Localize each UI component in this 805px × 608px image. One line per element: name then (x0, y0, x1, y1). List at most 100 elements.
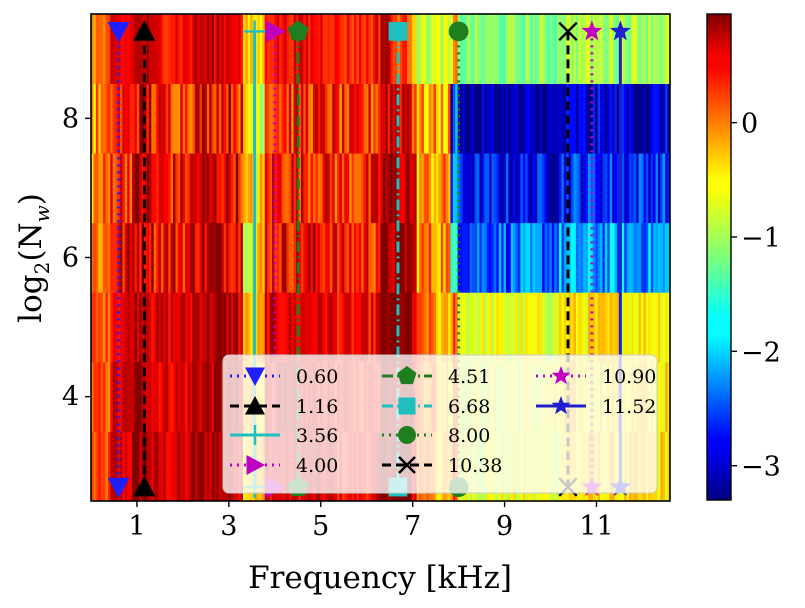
heatmap-cell (91, 292, 95, 363)
heatmap-cell (614, 292, 618, 363)
heatmap-cell (563, 153, 567, 224)
heatmap-cell (583, 153, 587, 224)
heatmap-cell (132, 431, 136, 501)
heatmap-cell (375, 153, 379, 224)
heatmap-cell (431, 222, 435, 293)
heatmap-cell (291, 14, 295, 84)
heatmap-cell (93, 83, 97, 154)
heatmap-cell (139, 153, 143, 224)
heatmap-cell (284, 222, 288, 293)
heatmap-cell (612, 292, 616, 363)
heatmap-cell (257, 222, 261, 293)
heatmap-cell (264, 292, 268, 363)
heatmap-cell (168, 83, 172, 154)
heatmap-cell (368, 83, 372, 154)
series-marker-top-10.90 (581, 20, 603, 41)
heatmap-cell (216, 431, 220, 501)
heatmap-cell (568, 83, 572, 154)
heatmap-cell (426, 153, 430, 224)
heatmap-cell (440, 292, 444, 363)
heatmap-cell (472, 83, 476, 154)
heatmap-cell (397, 14, 401, 84)
heatmap-cell (122, 14, 126, 84)
heatmap-cell (115, 431, 119, 501)
heatmap-cell (103, 292, 107, 363)
heatmap-cell (370, 83, 374, 154)
heatmap-cell (356, 222, 360, 293)
legend-marker-0.60 (245, 367, 265, 386)
heatmap-cell (489, 222, 493, 293)
heatmap-cell (414, 153, 418, 224)
heatmap-cell (173, 431, 177, 501)
y-tick-label: 8 (62, 103, 79, 134)
heatmap-cell (474, 222, 478, 293)
heatmap-cell (667, 222, 670, 293)
heatmap-cell (657, 153, 661, 224)
heatmap-cell (537, 292, 541, 363)
heatmap-cell (230, 14, 234, 84)
heatmap-cell (291, 153, 295, 224)
heatmap-cell (233, 292, 237, 363)
heatmap-cell (148, 292, 152, 363)
heatmap-cell (631, 153, 635, 224)
series-marker-top-4.00 (265, 20, 286, 43)
heatmap-cell (382, 222, 386, 293)
heatmap-cell (173, 153, 177, 224)
heatmap-cell (271, 222, 275, 293)
heatmap-cell (322, 83, 326, 154)
heatmap-cell (551, 222, 555, 293)
heatmap-cell (153, 83, 157, 154)
heatmap-cell (349, 83, 353, 154)
heatmap-cell (175, 83, 179, 154)
heatmap-cell (325, 83, 329, 154)
heatmap-cell (498, 153, 502, 224)
heatmap-cell (337, 222, 341, 293)
heatmap-cell (604, 153, 608, 224)
heatmap-cell (124, 222, 128, 293)
heatmap-cell (112, 14, 116, 84)
heatmap-cell (281, 153, 285, 224)
heatmap-cell (93, 361, 97, 432)
heatmap-cell (276, 83, 280, 154)
heatmap-cell (660, 361, 664, 432)
heatmap-cell (600, 153, 604, 224)
heatmap-cell (411, 292, 415, 363)
heatmap-cell (238, 222, 242, 293)
heatmap-cell (587, 153, 591, 224)
heatmap-cell (657, 292, 661, 363)
heatmap-cell (592, 222, 596, 293)
heatmap-cell (445, 83, 449, 154)
heatmap-cell (189, 83, 193, 154)
legend-label-3.56: 3.56 (296, 425, 338, 447)
heatmap-cell (341, 83, 345, 154)
heatmap-cell (428, 222, 432, 293)
heatmap-cell (411, 153, 415, 224)
heatmap-cell (573, 14, 577, 84)
heatmap-cell (168, 14, 172, 84)
heatmap-cell (332, 83, 336, 154)
legend-marker-4.51 (397, 366, 417, 385)
heatmap-cell (462, 222, 466, 293)
colorbar-tick-label: −2 (741, 337, 781, 368)
heatmap-cell (385, 153, 389, 224)
legend-label-0.60: 0.60 (296, 366, 338, 388)
heatmap-cell (194, 83, 198, 154)
heatmap-cell (293, 153, 297, 224)
heatmap-cell (600, 292, 604, 363)
heatmap-cell (259, 222, 263, 293)
heatmap-cell (238, 83, 242, 154)
heatmap-cell (134, 83, 138, 154)
heatmap-cell (197, 14, 201, 84)
heatmap-cell (110, 153, 114, 224)
heatmap-cell (199, 153, 203, 224)
heatmap-cell (209, 83, 213, 154)
heatmap-cell (170, 361, 174, 432)
heatmap-cell (286, 222, 290, 293)
heatmap-cell (457, 83, 461, 154)
heatmap-cell (469, 83, 473, 154)
heatmap-cell (455, 153, 459, 224)
heatmap-cell (255, 83, 259, 154)
heatmap-cell (115, 153, 119, 224)
